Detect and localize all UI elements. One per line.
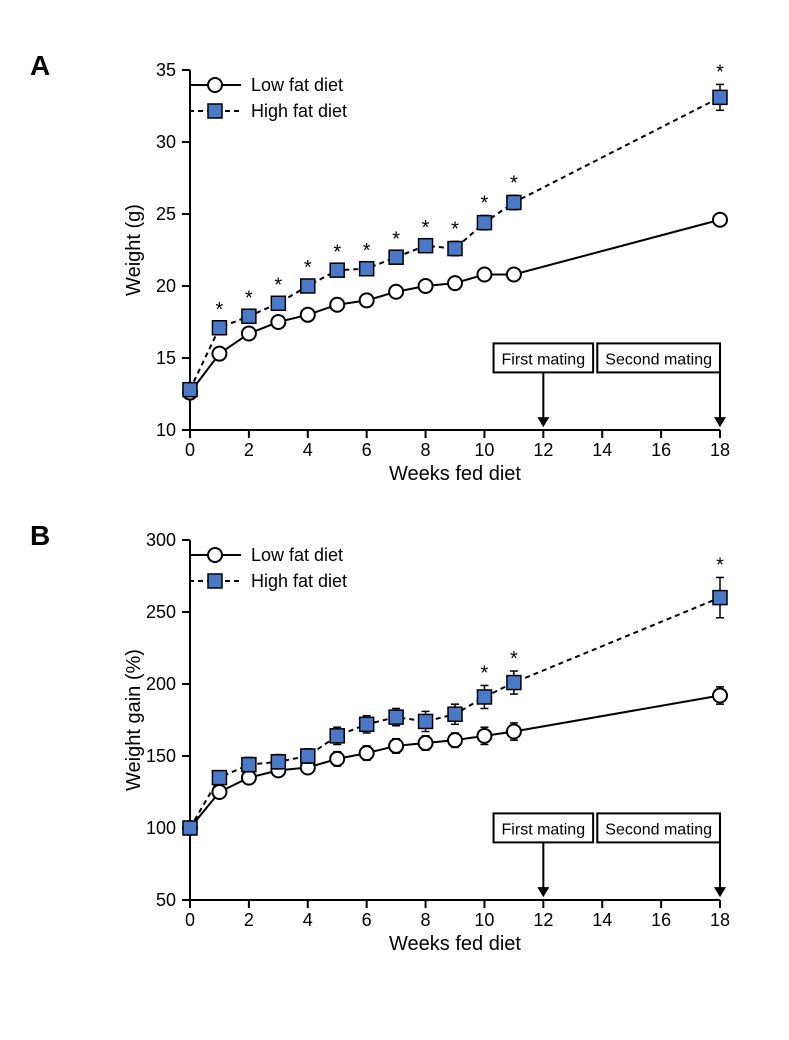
- svg-text:*: *: [422, 217, 430, 239]
- svg-text:10: 10: [474, 440, 494, 460]
- svg-text:*: *: [481, 662, 489, 684]
- svg-text:*: *: [716, 554, 724, 576]
- svg-text:6: 6: [362, 440, 372, 460]
- svg-text:Weight gain (%): Weight gain (%): [123, 649, 145, 791]
- svg-text:0: 0: [185, 910, 195, 930]
- svg-text:16: 16: [651, 440, 671, 460]
- svg-text:Second mating: Second mating: [605, 821, 712, 838]
- svg-text:*: *: [510, 648, 518, 670]
- svg-text:8: 8: [421, 910, 431, 930]
- svg-text:14: 14: [592, 910, 612, 930]
- svg-text:30: 30: [156, 132, 176, 152]
- svg-text:Second mating: Second mating: [605, 351, 712, 368]
- svg-text:12: 12: [533, 440, 553, 460]
- panel-b: B 50 100 150 200 250 300 0 2 4 6 8 10 12 14 16 18 Weeks …: [20, 520, 769, 960]
- svg-text:150: 150: [146, 746, 176, 766]
- svg-text:35: 35: [156, 60, 176, 80]
- svg-text:*: *: [333, 241, 341, 263]
- chart-a: 10 15 20 25 30 35 0 2 4 6 8 10 12 14 16 18 Weeks fed die…: [120, 50, 740, 490]
- svg-text:First mating: First mating: [502, 351, 586, 368]
- svg-text:*: *: [481, 192, 489, 214]
- svg-text:0: 0: [185, 440, 195, 460]
- svg-text:2: 2: [244, 910, 254, 930]
- svg-text:18: 18: [710, 910, 730, 930]
- svg-text:4: 4: [303, 910, 313, 930]
- panel-b-label: B: [30, 520, 50, 552]
- svg-text:10: 10: [156, 420, 176, 440]
- svg-text:Low fat diet: Low fat diet: [251, 545, 343, 565]
- panel-a-label: A: [30, 50, 50, 82]
- svg-text:Weight (g): Weight (g): [123, 204, 145, 296]
- svg-text:20: 20: [156, 276, 176, 296]
- chart-b: 50 100 150 200 250 300 0 2 4 6 8 10 12 14 16 18 Weeks fe…: [120, 520, 740, 960]
- svg-text:8: 8: [421, 440, 431, 460]
- svg-text:250: 250: [146, 602, 176, 622]
- svg-text:Low fat diet: Low fat diet: [251, 75, 343, 95]
- chart-b-container: 50 100 150 200 250 300 0 2 4 6 8 10 12 14 16 18 Weeks fe…: [120, 520, 769, 960]
- svg-text:10: 10: [474, 910, 494, 930]
- svg-text:*: *: [716, 61, 724, 83]
- svg-text:*: *: [245, 287, 253, 309]
- svg-text:100: 100: [146, 818, 176, 838]
- svg-text:12: 12: [533, 910, 553, 930]
- svg-text:50: 50: [156, 890, 176, 910]
- svg-text:6: 6: [362, 910, 372, 930]
- svg-text:14: 14: [592, 440, 612, 460]
- svg-text:*: *: [304, 257, 312, 279]
- svg-text:*: *: [363, 240, 371, 262]
- svg-text:16: 16: [651, 910, 671, 930]
- svg-text:*: *: [392, 228, 400, 250]
- svg-text:First mating: First mating: [502, 821, 586, 838]
- svg-text:200: 200: [146, 674, 176, 694]
- chart-a-container: 10 15 20 25 30 35 0 2 4 6 8 10 12 14 16 18 Weeks fed die…: [120, 50, 769, 490]
- svg-text:Weeks fed diet: Weeks fed diet: [389, 933, 521, 955]
- svg-text:*: *: [451, 218, 459, 240]
- svg-text:*: *: [510, 172, 518, 194]
- svg-text:300: 300: [146, 530, 176, 550]
- svg-text:2: 2: [244, 440, 254, 460]
- svg-text:*: *: [216, 299, 224, 321]
- svg-text:15: 15: [156, 348, 176, 368]
- panel-a: A 10 15 20 25 30 35 0 2 4 6 8 10 12 14 16 18 Weeks fed d…: [20, 50, 769, 490]
- svg-text:High fat diet: High fat diet: [251, 571, 347, 591]
- svg-text:4: 4: [303, 440, 313, 460]
- svg-text:25: 25: [156, 204, 176, 224]
- svg-text:18: 18: [710, 440, 730, 460]
- svg-text:*: *: [274, 275, 282, 297]
- svg-text:High fat diet: High fat diet: [251, 101, 347, 121]
- svg-text:Weeks fed diet: Weeks fed diet: [389, 463, 521, 485]
